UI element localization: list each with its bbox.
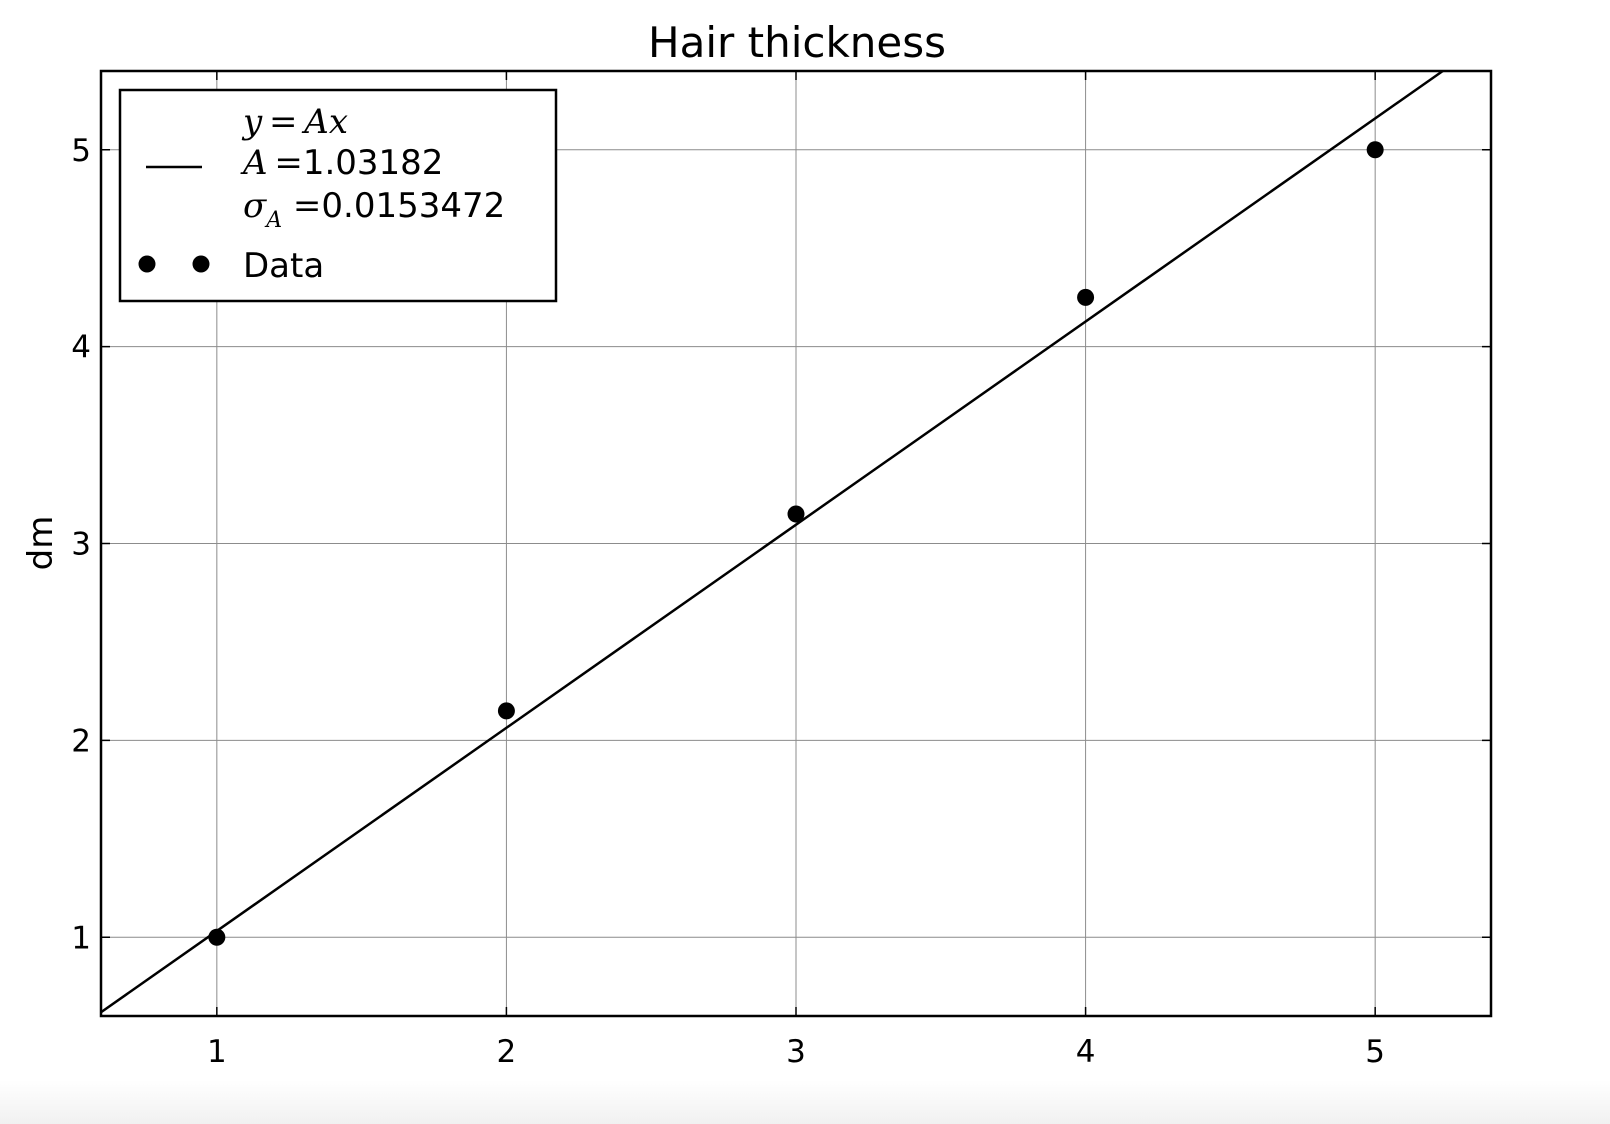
data-point [1077, 288, 1095, 306]
legend-sigma-subscript: A [264, 208, 282, 233]
legend: y = Ax A =1.03182 σA =0.0153472 Data [118, 88, 558, 303]
legend-data-label: Data [243, 246, 324, 286]
data-point [208, 928, 226, 946]
x-tick-label: 4 [1076, 1034, 1096, 1070]
plot-frame [99, 69, 1493, 1018]
x-tick-label: 5 [1365, 1034, 1385, 1070]
legend-slope-value: 1.03182 [303, 143, 444, 183]
legend-sigma-symbol: σ [243, 186, 267, 226]
window-bottom-edge [0, 1080, 1610, 1124]
y-tick-label: 5 [71, 133, 91, 169]
legend-sigma: σA =0.0153472 [243, 186, 505, 233]
legend-marker-right [192, 255, 210, 273]
x-tick-label: 2 [497, 1034, 517, 1070]
fit-line [100, 69, 1444, 1014]
x-tick-label: 1 [207, 1034, 227, 1070]
legend-sigma-equals: = [282, 186, 321, 226]
y-tick-label: 1 [71, 920, 91, 956]
chart-title: Hair thickness [648, 18, 946, 67]
y-tick-label: 4 [71, 330, 91, 366]
fit-line-layer [100, 69, 1444, 1014]
data-point [497, 702, 515, 720]
y-tick-label: 2 [71, 723, 91, 759]
data-points [208, 141, 1384, 946]
legend-slope-symbol: A = [240, 143, 303, 183]
data-point [787, 505, 805, 523]
axis-ticks: 1 2 3 4 5 1 2 3 4 5 [71, 71, 1491, 1070]
legend-slope: A =1.03182 [240, 143, 443, 183]
y-tick-label: 3 [71, 527, 91, 563]
data-point [1366, 141, 1384, 159]
legend-sigma-value: 0.0153472 [321, 186, 505, 226]
legend-marker-left [138, 255, 156, 273]
legend-equation: y = Ax [241, 102, 348, 142]
x-tick-label: 3 [786, 1034, 806, 1070]
y-axis-label: dm [21, 516, 61, 571]
legend-box [118, 88, 558, 303]
